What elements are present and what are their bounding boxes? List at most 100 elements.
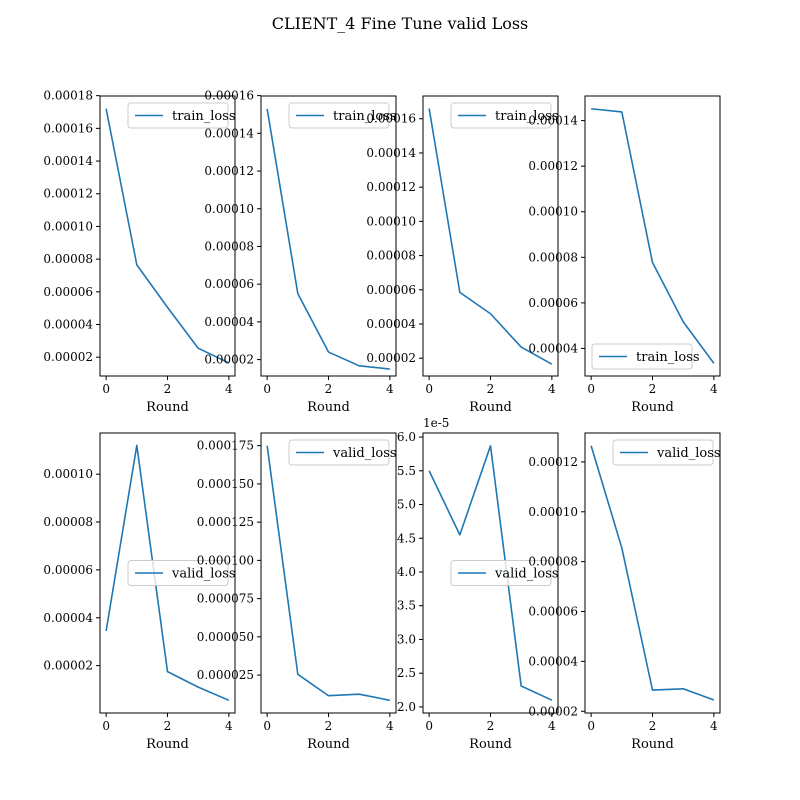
y-tick-label: 5.0 [397, 498, 416, 512]
y-offset-label: 1e-5 [423, 416, 449, 430]
figure-title: CLIENT_4 Fine Tune valid Loss [272, 14, 529, 33]
y-tick-label: 0.00002 [43, 659, 93, 673]
x-tick-label: 0 [587, 719, 595, 733]
legend-box [612, 439, 714, 466]
y-tick-label: 0.00006 [43, 563, 93, 577]
y-tick-label: 0.000100 [197, 553, 254, 567]
y-tick-label: 0.00008 [528, 555, 578, 569]
y-tick-label: 0.00002 [204, 353, 254, 367]
y-tick-label: 0.00014 [204, 126, 254, 140]
y-tick-label: 0.000075 [197, 592, 254, 606]
x-tick-label: 2 [487, 382, 495, 396]
x-tick-label: 2 [649, 382, 657, 396]
y-tick-label: 0.000125 [197, 515, 254, 529]
y-tick-label: 0.00004 [43, 318, 93, 332]
x-tick-label: 0 [263, 382, 271, 396]
y-tick-label: 0.00012 [43, 187, 93, 201]
y-tick-label: 0.000025 [197, 668, 254, 682]
y-tick-label: 3.0 [397, 632, 416, 646]
y-tick-label: 0.00014 [366, 146, 416, 160]
legend: train_loss [591, 343, 700, 370]
legend-label: train_loss [172, 109, 236, 124]
y-tick-label: 0.00010 [43, 467, 93, 481]
x-tick-label: 0 [263, 719, 271, 733]
x-axis-label: Round [307, 737, 350, 752]
subplot-grid: 0 2 4 0.00002 0.00004 0.00006 0.00008 0.00010 0.… [43, 89, 720, 752]
y-tick-label: 0.00008 [366, 249, 416, 263]
x-tick-label: 4 [225, 719, 233, 733]
x-tick-label: 0 [102, 382, 110, 396]
subplot-5: 0 2 4 0.00002 0.00004 0.00006 0.00008 0.00010 Ro… [43, 432, 236, 752]
y-tick-label: 0.00004 [204, 315, 254, 329]
y-tick-label: 0.00008 [43, 515, 93, 529]
x-axis-label: Round [631, 400, 674, 415]
y-tick-label: 0.000175 [197, 439, 254, 453]
legend-label: train_loss [636, 350, 700, 365]
y-tick-label: 0.000050 [197, 630, 254, 644]
legend-box [127, 560, 229, 586]
y-tick-label: 0.00010 [366, 214, 416, 228]
x-tick-label: 2 [164, 719, 172, 733]
y-tick-label: 2.0 [397, 700, 416, 714]
x-tick-label: 4 [710, 719, 718, 733]
series-line-valid_loss [590, 445, 715, 701]
y-tick-label: 0.00006 [528, 296, 578, 310]
series-line-train_loss [105, 108, 230, 364]
series-line-train_loss [266, 108, 390, 370]
y-tick-label: 0.00014 [43, 154, 93, 168]
y-tick-label: 0.00010 [43, 219, 93, 233]
x-axis-label: Round [469, 737, 512, 752]
x-tick-label: 0 [425, 382, 433, 396]
legend: train_loss [288, 102, 397, 129]
subplot-4: 0 2 4 0.00004 0.00006 0.00008 0.00010 0.00012 0.… [528, 95, 721, 415]
x-axis-label: Round [469, 400, 512, 415]
legend: train_loss [127, 102, 236, 129]
subplot-8: 0 2 40.000020.000040.000060.000080.000100.… [528, 432, 721, 752]
y-tick-label: 0.00012 [528, 159, 578, 173]
y-tick-label: 0.000150 [197, 477, 254, 491]
legend-label: valid_loss [494, 567, 559, 582]
subplot-3: 0 2 4 0.00002 0.00004 0.00006 0.00008 0.00010 0.… [366, 95, 559, 415]
legend-label: valid_loss [332, 446, 397, 461]
y-tick-label: 0.00012 [528, 455, 578, 469]
legend: valid_loss [612, 439, 721, 466]
x-tick-label: 2 [649, 719, 657, 733]
subplot-6: 0 2 4 0.000025 0.000050 0.000075 0.000100 0.000… [197, 432, 397, 752]
y-tick-label: 0.00002 [43, 350, 93, 364]
series-line-train_loss [428, 108, 553, 365]
legend: valid_loss [450, 560, 559, 586]
y-tick-label: 0.00004 [528, 654, 578, 668]
x-tick-label: 4 [548, 382, 556, 396]
y-tick-label: 0.00010 [204, 202, 254, 216]
legend: valid_loss [127, 560, 236, 586]
y-tick-label: 0.00008 [528, 250, 578, 264]
y-tick-label: 6.0 [397, 430, 416, 444]
x-tick-label: 2 [487, 719, 495, 733]
series-line-valid_loss [266, 445, 391, 702]
y-tick-label: 0.00008 [204, 239, 254, 253]
x-tick-label: 2 [325, 719, 333, 733]
y-tick-label: 2.5 [397, 666, 416, 680]
y-tick-label: 0.00010 [528, 505, 578, 519]
y-tick-label: 0.00006 [528, 605, 578, 619]
y-tick-label: 0.00006 [366, 283, 416, 297]
legend-label: valid_loss [656, 446, 721, 461]
x-axis-label: Round [307, 400, 350, 415]
x-tick-label: 4 [548, 719, 556, 733]
y-tick-label: 0.00016 [366, 112, 416, 126]
legend-box [127, 102, 229, 129]
x-axis-label: Round [631, 737, 674, 752]
y-tick-label: 0.00004 [366, 317, 416, 331]
x-tick-label: 2 [164, 382, 172, 396]
legend-box [450, 560, 552, 586]
y-tick-label: 0.00012 [204, 164, 254, 178]
y-tick-label: 0.00004 [43, 611, 93, 625]
x-tick-label: 2 [325, 382, 333, 396]
y-tick-label: 0.00002 [366, 351, 416, 365]
y-tick-label: 4.0 [397, 565, 416, 579]
x-tick-label: 4 [225, 382, 233, 396]
legend-box [591, 343, 693, 370]
legend-label: valid_loss [171, 567, 236, 582]
legend-box [450, 102, 552, 129]
